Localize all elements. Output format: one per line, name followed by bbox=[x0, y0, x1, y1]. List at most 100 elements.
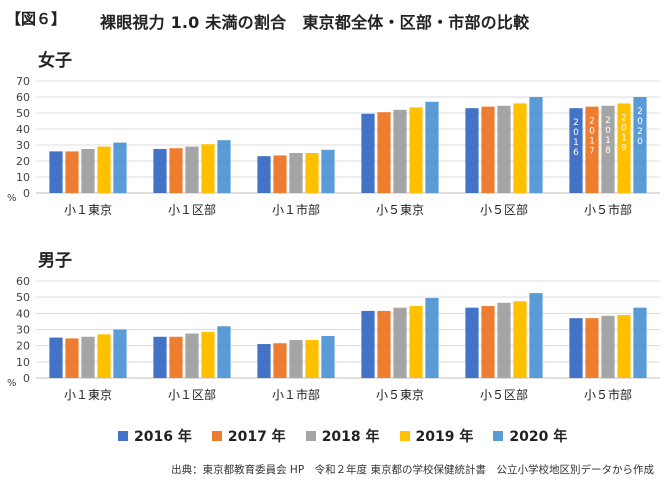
boys-category-label: 小５区部 bbox=[480, 387, 528, 402]
girls-bar-year-label: 2 bbox=[589, 117, 595, 127]
girls-bar-year-label: 0 bbox=[621, 123, 627, 133]
girls-bar-2-1 bbox=[153, 149, 167, 193]
girls-y-tick-label: 20 bbox=[16, 155, 30, 168]
boys-bar-4-2 bbox=[377, 310, 391, 378]
girls-category-label: 小５区部 bbox=[480, 202, 528, 217]
girls-bar-year-label: 7 bbox=[589, 147, 595, 157]
boys-y-tick-label: 40 bbox=[16, 307, 30, 320]
boys-bar-3-5 bbox=[321, 335, 335, 378]
chart-title: 裸眼視力 1.0 未満の割合 東京都全体・区部・市部の比較 bbox=[100, 13, 530, 32]
girls-bar-4-5 bbox=[425, 101, 439, 193]
boys-bar-6-2 bbox=[585, 318, 599, 378]
girls-bar-1-4 bbox=[97, 146, 111, 193]
girls-y-tick-label: 40 bbox=[16, 123, 30, 136]
figure-label: 【図６】 bbox=[6, 10, 67, 28]
girls-bar-6-2 bbox=[585, 106, 599, 193]
boys-category-label: 小１東京 bbox=[64, 388, 112, 402]
legend-label-2017: 2017 年 bbox=[227, 429, 286, 445]
legend-label-2016: 2016 年 bbox=[134, 429, 192, 445]
boys-bar-2-1 bbox=[153, 336, 167, 378]
girls-bar-year-label: 0 bbox=[637, 137, 643, 147]
boys-bar-2-5 bbox=[217, 326, 231, 378]
boys-bar-3-4 bbox=[305, 340, 319, 378]
boys-y-tick-label: 10 bbox=[16, 356, 30, 369]
legend-item-2019: 2019 年 bbox=[399, 426, 473, 446]
girls-bar-year-label: 2 bbox=[637, 127, 643, 137]
girls-bar-1-3 bbox=[81, 149, 95, 193]
boys-y-unit-label: % bbox=[7, 378, 17, 389]
girls-bar-4-4 bbox=[409, 107, 423, 193]
boys-bar-6-5 bbox=[633, 307, 647, 378]
legend-swatch-2018 bbox=[305, 431, 316, 441]
girls-bar-year-label: 2 bbox=[605, 116, 611, 126]
girls-bar-4-2 bbox=[377, 112, 391, 193]
girls-bar-5-1 bbox=[465, 108, 479, 193]
legend-item-2016: 2016 年 bbox=[118, 426, 192, 446]
girls-bar-year-label: 0 bbox=[589, 127, 595, 137]
girls-bar-5-3 bbox=[497, 105, 511, 193]
boys-bar-4-5 bbox=[425, 297, 439, 378]
girls-bar-1-5 bbox=[113, 142, 127, 193]
boys-bar-6-3 bbox=[601, 315, 615, 378]
legend-label-2018: 2018 年 bbox=[321, 429, 380, 445]
boys-bar-5-1 bbox=[465, 307, 479, 378]
legend-item-2018: 2018 年 bbox=[305, 426, 380, 446]
boys-bar-1-4 bbox=[97, 334, 111, 378]
girls-bar-4-3 bbox=[393, 109, 407, 193]
boys-category-label: 小５市部 bbox=[584, 387, 632, 402]
boys-bar-4-1 bbox=[361, 310, 375, 378]
legend: 2016 年 2017 年 2018 年 2019 年 2020 年 bbox=[118, 426, 567, 446]
girls-bar-year-label: 1 bbox=[605, 136, 611, 146]
girls-bar-year-label: 2 bbox=[573, 118, 579, 128]
boys-bar-6-4 bbox=[617, 314, 631, 378]
girls-bar-1-1 bbox=[49, 151, 63, 193]
girls-bar-2-2 bbox=[169, 148, 183, 193]
girls-y-tick-label: 30 bbox=[16, 139, 30, 152]
girls-chart-title: 女子 bbox=[38, 50, 72, 71]
girls-bar-year-label: 8 bbox=[605, 146, 611, 156]
girls-category-label: 小１区部 bbox=[168, 202, 216, 217]
source-note: 出典：東京都教育委員会 HP 令和２年度 東京都の学校保健統計書 公立小学校地区… bbox=[171, 464, 654, 476]
boys-y-tick-label: 30 bbox=[16, 324, 30, 337]
boys-bar-6-1 bbox=[569, 318, 583, 378]
girls-category-label: 小５市部 bbox=[584, 202, 632, 217]
girls-bar-3-1 bbox=[257, 156, 271, 193]
girls-bar-3-4 bbox=[305, 153, 319, 193]
girls-bar-2-3 bbox=[185, 146, 199, 193]
girls-bar-6-1 bbox=[569, 108, 583, 193]
boys-category-label: 小１区部 bbox=[168, 387, 216, 402]
boys-bar-4-3 bbox=[393, 307, 407, 378]
girls-bar-year-label: 2 bbox=[637, 107, 643, 117]
boys-bar-5-5 bbox=[529, 293, 543, 378]
girls-y-tick-label: 60 bbox=[16, 91, 30, 104]
girls-bar-year-label: 9 bbox=[621, 143, 627, 153]
girls-bar-year-label: 2 bbox=[621, 113, 627, 123]
girls-bar-year-label: 1 bbox=[589, 137, 595, 147]
boys-bar-2-4 bbox=[201, 331, 215, 378]
girls-y-tick-label: 70 bbox=[16, 75, 30, 88]
boys-y-tick-label: 50 bbox=[16, 291, 30, 304]
girls-bar-3-2 bbox=[273, 155, 287, 193]
girls-bar-5-2 bbox=[481, 106, 495, 193]
boys-bar-1-3 bbox=[81, 336, 95, 378]
girls-bar-6-4 bbox=[617, 103, 631, 193]
legend-label-2020: 2020 年 bbox=[509, 429, 568, 445]
girls-category-label: 小１市部 bbox=[272, 202, 320, 217]
boys-chart-title: 男子 bbox=[38, 251, 72, 271]
boys-bar-5-4 bbox=[513, 301, 527, 378]
boys-bar-3-3 bbox=[289, 340, 303, 378]
boys-category-label: 小５東京 bbox=[376, 388, 424, 402]
girls-bar-year-label: 0 bbox=[637, 117, 643, 127]
girls-bar-year-label: 1 bbox=[573, 138, 579, 148]
boys-y-tick-label: 20 bbox=[16, 340, 30, 353]
girls-y-tick-label: 0 bbox=[23, 187, 30, 200]
boys-bar-1-1 bbox=[49, 337, 63, 378]
boys-bar-4-4 bbox=[409, 306, 423, 378]
girls-bar-year-label: 1 bbox=[621, 133, 627, 143]
boys-bar-1-2 bbox=[65, 338, 79, 378]
girls-bar-6-3 bbox=[601, 105, 615, 193]
girls-bar-year-label: 0 bbox=[573, 128, 579, 138]
girls-y-tick-label: 50 bbox=[16, 107, 30, 120]
boys-bar-1-5 bbox=[113, 329, 127, 378]
